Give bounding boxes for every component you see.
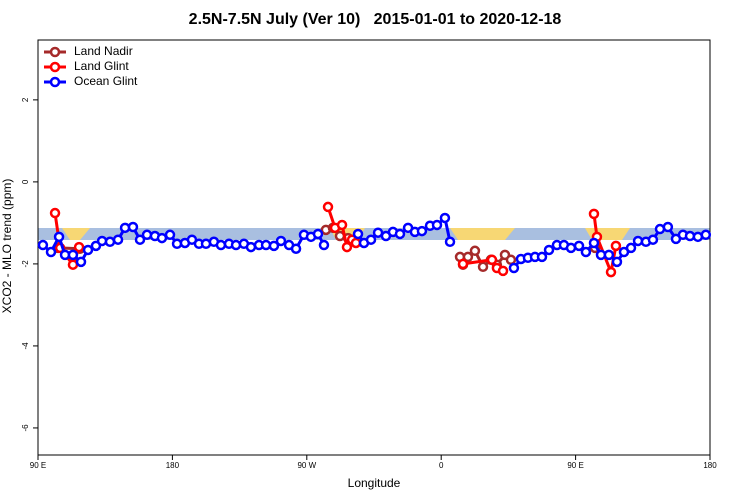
point <box>350 237 362 249</box>
point <box>322 201 334 213</box>
point <box>67 249 79 261</box>
point <box>462 251 474 263</box>
point <box>610 240 622 252</box>
point <box>127 221 139 233</box>
point <box>312 228 324 240</box>
point <box>365 234 377 245</box>
point <box>573 240 585 252</box>
x-tick-label: 180 <box>703 461 717 470</box>
point <box>352 228 364 240</box>
land-band <box>62 228 90 240</box>
x-tick-label: 90 W <box>297 461 316 470</box>
point <box>605 266 617 278</box>
x-tick-label: 90 E <box>30 461 46 470</box>
point <box>588 237 600 249</box>
plot-frame <box>37 39 711 456</box>
point <box>444 236 456 248</box>
point <box>134 234 146 245</box>
point <box>156 232 168 244</box>
point <box>439 212 451 224</box>
point <box>215 239 227 251</box>
point <box>431 219 443 231</box>
point <box>336 219 348 231</box>
point <box>508 262 520 274</box>
point <box>141 229 153 241</box>
point <box>275 235 287 247</box>
point <box>486 254 498 266</box>
chart-title: 2.5N-7.5N July (Ver 10) 2015-01-01 to 20… <box>189 11 562 28</box>
point <box>469 245 481 257</box>
legend-label: Land Glint <box>74 59 129 73</box>
point <box>268 240 280 252</box>
point <box>394 228 406 240</box>
point <box>82 244 94 256</box>
y-axis-label: XCO2 - MLO trend (ppm) <box>0 179 14 314</box>
point <box>53 231 65 243</box>
point <box>543 244 555 256</box>
point <box>625 242 637 254</box>
point <box>49 207 61 219</box>
point <box>603 249 615 261</box>
point <box>505 254 517 266</box>
point <box>647 234 659 245</box>
land-band <box>450 228 515 240</box>
point <box>611 256 623 268</box>
x-axis-label: Longitude <box>348 476 401 490</box>
point <box>588 208 600 220</box>
point <box>37 239 49 251</box>
legend-marker <box>49 46 61 58</box>
point <box>245 241 257 253</box>
point <box>73 241 85 253</box>
point <box>230 239 242 251</box>
point <box>565 242 577 254</box>
legend-marker <box>49 76 61 88</box>
y-tick-label: -2 <box>21 260 30 268</box>
legend-label: Ocean Glint <box>74 74 138 88</box>
y-tick-label: -4 <box>21 342 30 350</box>
point <box>700 229 712 241</box>
x-tick-label: 180 <box>166 461 180 470</box>
point <box>290 243 302 254</box>
point <box>416 225 428 237</box>
point <box>45 246 57 258</box>
point <box>580 246 592 258</box>
point <box>477 261 489 273</box>
point <box>341 241 353 253</box>
legend-label: Land Nadir <box>74 44 133 58</box>
point <box>67 259 79 270</box>
y-tick-label: -6 <box>21 424 30 432</box>
point <box>164 229 176 241</box>
legend-marker <box>49 61 61 73</box>
x-tick-label: 0 <box>439 461 444 470</box>
x-tick-label: 90 E <box>567 461 583 470</box>
y-tick-label: 2 <box>21 97 30 102</box>
point <box>457 258 469 270</box>
point <box>536 251 548 263</box>
point <box>497 265 509 277</box>
y-tick-label: 0 <box>21 179 30 184</box>
point <box>104 236 116 248</box>
point <box>112 234 124 245</box>
point <box>75 256 87 268</box>
point <box>318 239 330 251</box>
point <box>662 221 674 233</box>
